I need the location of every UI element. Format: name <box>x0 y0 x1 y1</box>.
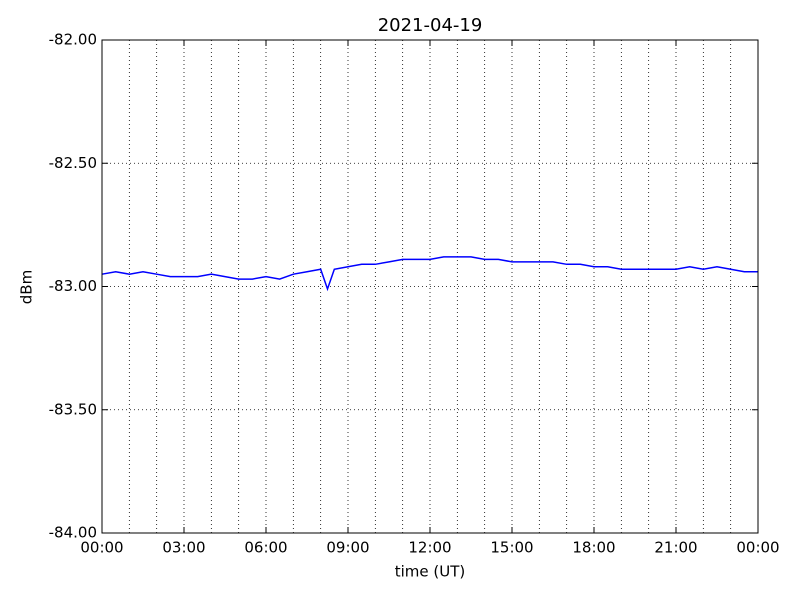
x-tick-label: 12:00 <box>408 539 451 557</box>
y-tick-label: -82.00 <box>49 31 97 49</box>
x-tick-label: 21:00 <box>654 539 697 557</box>
y-axis-label: dBm <box>18 270 36 304</box>
y-tick-label: -83.50 <box>49 400 97 418</box>
y-tick-label: -84.00 <box>49 524 97 542</box>
x-tick-label: 15:00 <box>490 539 533 557</box>
x-axis-label: time (UT) <box>395 563 466 581</box>
x-tick-label: 18:00 <box>572 539 615 557</box>
x-tick-label: 00:00 <box>736 539 779 557</box>
data-line <box>101 256 758 292</box>
y-tick-label: -82.50 <box>49 154 97 172</box>
y-tick-label: -83.00 <box>49 277 97 295</box>
x-tick-label: 03:00 <box>162 539 205 557</box>
x-tick-label: 06:00 <box>244 539 287 557</box>
x-tick-label: 09:00 <box>326 539 369 557</box>
chart-title: 2021-04-19 <box>378 15 483 36</box>
plot-frame <box>101 39 759 534</box>
x-tick-label: 00:00 <box>80 539 123 557</box>
